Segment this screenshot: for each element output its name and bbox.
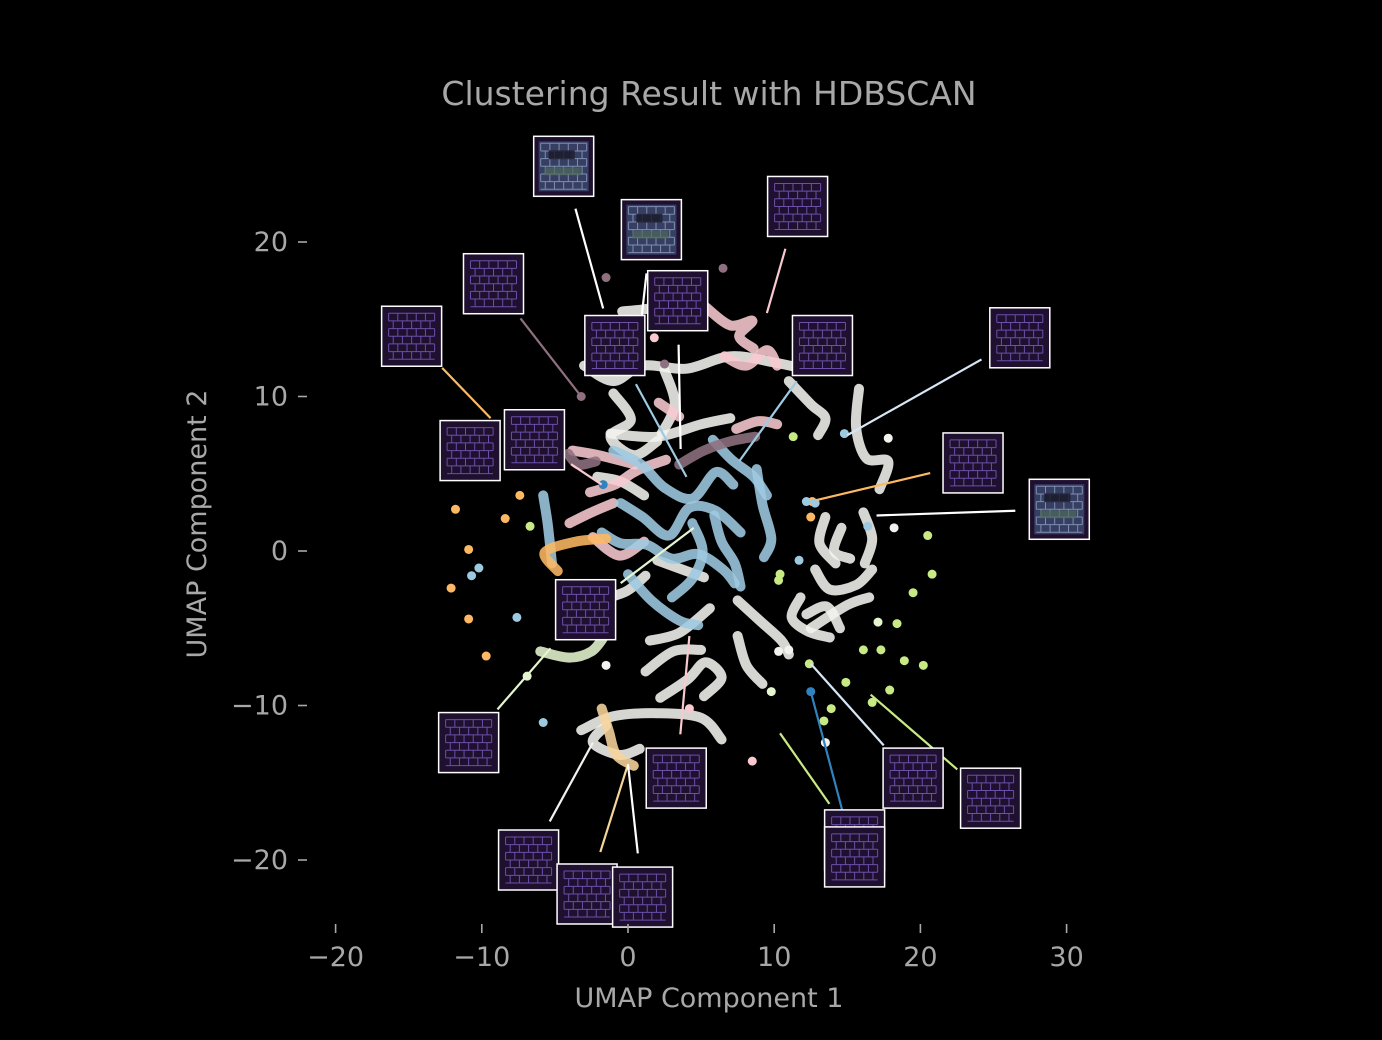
x-tick-label: 10 [757,942,791,973]
data-point [774,647,783,656]
x-axis-label: UMAP Component 1 [575,983,844,1014]
data-point [819,716,828,725]
data-point [784,645,793,654]
thumbnail-image [648,271,708,331]
data-point [795,556,804,565]
data-point [660,360,669,369]
data-point [526,522,535,531]
data-point [789,432,798,441]
data-point [840,429,849,438]
data-point [859,645,868,654]
thumbnail-highlight [1044,493,1070,502]
y-tick-label: −10 [231,691,288,722]
data-point [447,584,456,593]
x-tick-label: −10 [453,942,510,973]
data-point [827,704,836,713]
data-point [928,570,937,579]
data-point [748,757,757,766]
thumbnail-image [943,433,1003,493]
data-point [919,661,928,670]
data-point [501,514,510,523]
y-tick-label: 20 [254,227,288,258]
thumbnail-image [557,864,617,924]
x-tick-label: −20 [307,942,364,973]
thumbnail-image [792,316,852,376]
data-point [774,576,783,585]
thumbnail-image [621,200,681,260]
thumbnail-image [1029,479,1089,539]
data-point [806,513,815,522]
data-point [767,687,776,696]
data-point [863,522,872,531]
y-tick-label: −20 [231,845,288,876]
thumbnail-image [534,136,594,196]
data-point [482,652,491,661]
data-point [802,497,811,506]
y-tick-label: 0 [271,536,288,567]
thumbnail-image [440,421,500,481]
x-tick-label: 0 [619,942,636,973]
thumbnail-image [883,748,943,808]
thumbnail-highlight [549,150,575,159]
data-point [890,523,899,532]
data-point [512,613,521,622]
chart-title: Clustering Result with HDBSCAN [441,74,976,113]
thumbnail-image [825,827,885,887]
x-tick-label: 20 [903,942,937,973]
data-point [893,619,902,628]
data-point [909,588,918,597]
thumbnail-highlight [1040,510,1076,518]
data-point [474,563,483,572]
data-point [884,434,893,443]
thumbnail-image [646,748,706,808]
thumbnail-image [439,713,499,773]
thumbnail-highlight [636,214,662,223]
data-point [467,571,476,580]
data-point [923,531,932,540]
data-point [464,614,473,623]
data-point [602,273,611,282]
data-point [464,545,473,554]
data-point [874,618,883,627]
data-point [602,661,611,670]
thumbnail-highlight [632,231,668,239]
data-point [719,264,728,273]
x-tick-label: 30 [1049,942,1083,973]
y-axis-label: UMAP Component 2 [182,390,213,659]
thumbnail-image [585,316,645,376]
thumbnail-image [499,830,559,890]
thumbnail-image [382,306,442,366]
data-point [685,704,694,713]
thumbnail-image [768,176,828,236]
data-point [885,686,894,695]
data-point [876,645,885,654]
thumbnail-highlight [545,167,581,175]
data-point [650,333,659,342]
y-tick-label: 10 [254,382,288,413]
data-point [841,678,850,687]
thumbnail-image [463,254,523,314]
thumbnail-image [961,768,1021,828]
data-point [451,505,460,514]
data-point [539,718,548,727]
thumbnail-image [556,580,616,640]
thumbnail-image [613,867,673,927]
data-point [900,656,909,665]
data-point [515,491,524,500]
thumbnail-image [504,410,564,470]
thumbnail-image [990,308,1050,368]
